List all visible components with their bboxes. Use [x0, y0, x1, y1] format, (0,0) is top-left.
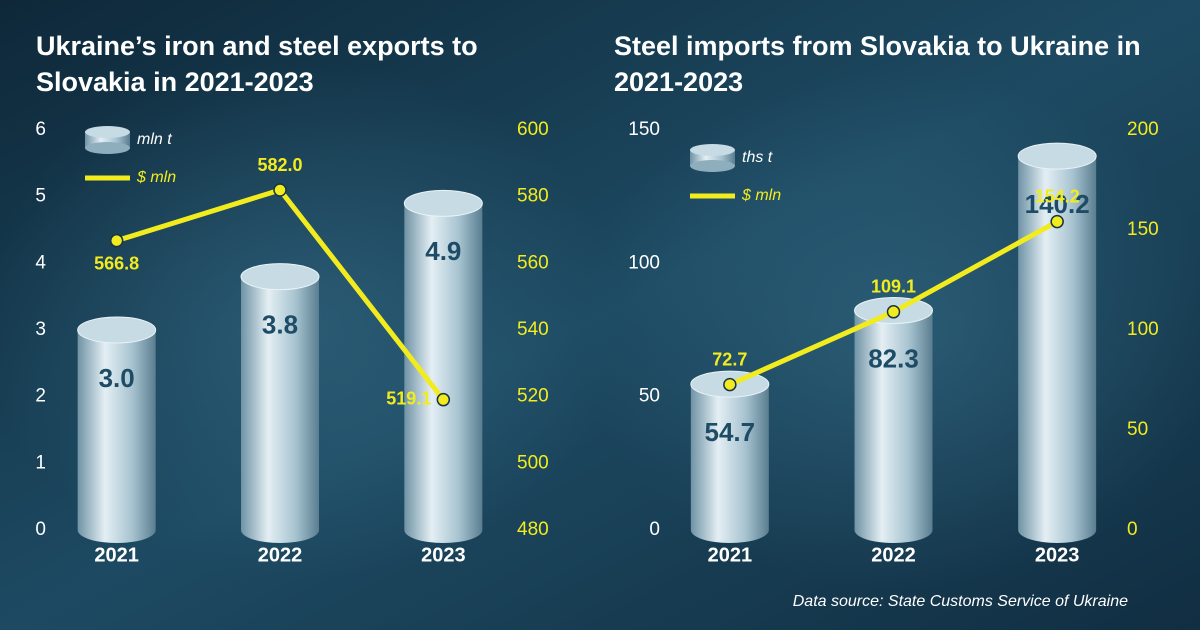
line-value-label: 72.7 [712, 349, 747, 369]
legend-label: $ mln [741, 187, 781, 204]
y2-tick-label: 200 [1127, 119, 1159, 140]
x-tick-label: 2023 [421, 544, 466, 566]
bar-value-label: 4.9 [425, 236, 461, 266]
line-point [436, 392, 451, 407]
y-tick-label: 3 [35, 319, 46, 340]
bar [77, 330, 156, 544]
y-tick-label: 4 [35, 252, 46, 273]
y-tick-label: 150 [628, 119, 660, 140]
line-value-label: 154.2 [1035, 186, 1080, 206]
y2-tick-label: 520 [517, 386, 549, 407]
line-point [109, 233, 124, 248]
y2-tick-label: 560 [517, 252, 549, 273]
x-tick-label: 2021 [708, 544, 753, 566]
line-point [1050, 214, 1064, 229]
chart-title: Ukraine’s iron and steel exports to Slov… [36, 31, 478, 97]
legend-label: ths t [742, 149, 773, 166]
bar-top [1017, 142, 1097, 170]
legend-swatch-bottom [690, 160, 735, 172]
y-tick-label: 100 [628, 252, 660, 273]
y2-tick-label: 540 [517, 319, 549, 340]
bar-value-label: 3.8 [262, 310, 298, 340]
y2-tick-label: 100 [1127, 319, 1159, 340]
y2-tick-label: 480 [517, 519, 549, 540]
bar-value-label: 3.0 [99, 363, 135, 393]
bar [854, 310, 933, 544]
y-tick-label: 6 [35, 119, 46, 140]
y2-tick-label: 580 [517, 186, 549, 207]
line-value-label: 566.8 [94, 253, 139, 273]
y2-tick-label: 500 [517, 452, 549, 473]
bar-value-label: 140.2 [1025, 189, 1090, 219]
bar-value-label: 82.3 [868, 343, 919, 373]
line-value-label: 582.0 [257, 155, 302, 175]
y-tick-label: 5 [35, 186, 46, 207]
line-point [723, 377, 737, 392]
chart-title: Steel imports from Slovakia to Ukraine i… [614, 31, 1141, 97]
y-tick-label: 50 [639, 386, 660, 407]
y2-tick-label: 600 [517, 119, 549, 140]
line-value-label: 109.1 [871, 277, 916, 297]
legend-swatch-top [85, 126, 130, 138]
x-tick-label: 2021 [94, 544, 139, 566]
legend-swatch-top [690, 144, 735, 156]
legend-label: $ mln [136, 169, 176, 186]
x-tick-label: 2022 [871, 544, 916, 566]
y-tick-label: 2 [35, 386, 46, 407]
y-tick-label: 0 [649, 519, 660, 540]
bar [241, 276, 319, 543]
x-tick-label: 2023 [1035, 544, 1080, 566]
bar-top [403, 189, 483, 217]
y2-tick-label: 0 [1127, 519, 1138, 540]
bar [404, 203, 483, 544]
bar-top [240, 263, 320, 291]
y-tick-label: 0 [35, 519, 46, 540]
x-tick-label: 2022 [258, 544, 303, 566]
source-note: Data source: State Customs Service of Uk… [793, 593, 1128, 610]
bar-top [77, 316, 157, 344]
bar-value-label: 54.7 [705, 417, 756, 447]
legend-label: mln t [137, 131, 172, 148]
line-point [886, 305, 901, 319]
y-tick-label: 1 [35, 452, 46, 473]
bar [1018, 156, 1097, 543]
line-value-label: 519.1 [386, 388, 431, 408]
legend-swatch-bottom [85, 142, 130, 154]
y2-tick-label: 150 [1127, 219, 1159, 240]
line-point [273, 183, 287, 197]
bar [690, 384, 769, 544]
y2-tick-label: 50 [1127, 419, 1148, 440]
